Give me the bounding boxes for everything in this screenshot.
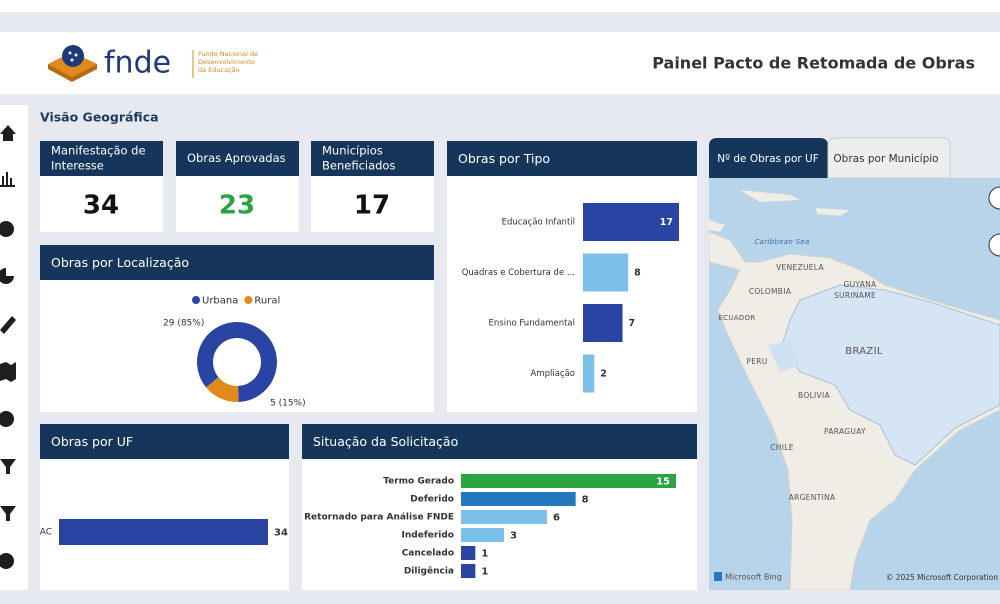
map-label: BOLIVIA [798,391,830,400]
data-label: 3 [510,531,517,542]
legend-marker [192,296,200,304]
bar [461,528,504,542]
logo-caption: da Educação [198,66,240,74]
data-label: 29 (85%) [163,319,204,329]
card [447,141,697,412]
bar [461,546,476,560]
map-label: COLOMBIA [749,287,792,296]
data-label: 2 [600,369,607,380]
kpi-label: Manifestação de [51,144,146,158]
card-header [40,141,163,176]
card-header [447,141,697,176]
card-title: Situação da Solicitação [313,434,458,449]
map-copyright: © 2025 Microsoft Corporation [886,573,998,582]
map-label: SURINAME [834,291,876,300]
map-label: CHILE [770,443,794,452]
data-label: 5 (15%) [270,399,306,409]
bar [461,510,547,524]
kpi-label: Municípios [322,144,383,158]
map-label: VENEZUELA [776,263,824,272]
map-label: ARGENTINA [789,493,836,502]
donut-segment [197,322,277,402]
map-label: GUYANA [844,280,878,289]
bar [461,492,576,506]
data-label: 34 [274,528,288,539]
category-label: Deferido [410,495,454,505]
card-title: Obras por Localização [51,255,189,270]
data-label: 1 [481,567,488,578]
section-title: Visão Geográfica [40,110,159,125]
card-title: Obras por Tipo [458,151,550,166]
legend-marker [244,296,253,304]
map-label: PARAGUAY [824,427,866,436]
data-label: 8 [634,268,641,279]
card-header [176,141,299,176]
map-label: PERU [746,357,767,366]
category-label: Educação Infantil [502,218,575,228]
data-label: 1 [481,549,488,560]
bing-logo [714,572,722,581]
top-strip [0,0,1000,12]
card-header [302,424,697,459]
card-header [40,245,434,280]
bar [583,304,623,342]
category-label: Diligência [404,566,454,577]
kpi-value: 17 [354,191,390,221]
logo-caption: Desenvolvimento [198,58,255,66]
bar [59,519,268,545]
kpi-label: Obras Aprovadas [187,151,286,165]
bar [583,354,595,393]
category-label: Cancelado [402,549,454,559]
map-attribution: Microsoft Bing [725,573,782,582]
kpi-value: 34 [83,191,119,221]
card-header [40,424,289,459]
header-bar [0,32,1000,94]
zoom-in[interactable] [988,186,1000,210]
map-tab-active[interactable] [709,138,828,178]
category-label: AC [40,528,52,538]
donut-segment [206,377,239,402]
page-title: Painel Pacto de Retomada de Obras [652,54,975,73]
card-header [311,141,434,176]
logo-text: fnde [104,46,171,81]
kpi-label: Interesse [51,159,104,173]
sidebar-icons[interactable] [0,125,16,569]
category-label: Quadras e Cobertura de ... [462,268,575,278]
bar [461,564,476,578]
data-label: 7 [629,318,636,329]
category-label: Ensino Fundamental [489,319,575,329]
bar [583,253,629,292]
data-label: 8 [582,495,589,506]
legend-label: Urbana [202,296,238,307]
category-label: Indeferido [402,531,454,541]
tab-label[interactable]: Nº de Obras por UF [717,153,819,165]
logo-icon [48,45,97,82]
zoom-out[interactable] [988,233,1000,257]
bar [583,203,679,241]
kpi-value: 23 [219,191,255,221]
bar [461,474,676,488]
card-title: Obras por UF [51,434,133,449]
map-tab[interactable] [827,137,951,179]
data-label: 6 [553,513,560,524]
map-shapes [709,190,1000,590]
data-label: 17 [660,217,673,228]
category-label: Retornado para Análise FNDE [304,513,454,523]
legend-label: Rural [254,296,280,307]
category-label: Termo Gerado [383,477,454,487]
sidebar [0,105,28,590]
map-label: Caribbean Sea [754,238,809,246]
data-label: 15 [656,477,670,488]
category-label: Ampliação [530,369,575,379]
kpi-label: Beneficiados [322,159,395,173]
map-label: ECUADOR [718,314,755,322]
map-label: BRAZIL [845,346,883,357]
tab-label[interactable]: Obras por Município [833,153,938,165]
logo-caption: Fundo Nacional de [198,50,258,58]
